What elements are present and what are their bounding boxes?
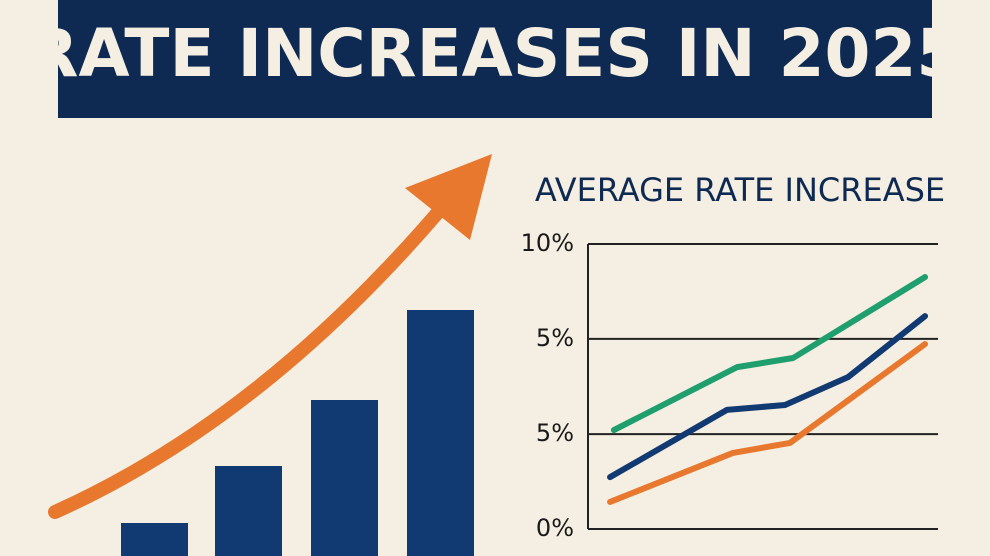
- y-tick-label: 0%: [536, 514, 574, 542]
- trend-arrow: [48, 203, 447, 519]
- line-series: [610, 274, 929, 434]
- line-series: [607, 341, 929, 505]
- bar: [311, 400, 378, 556]
- line-series: [607, 313, 929, 481]
- bar: [121, 523, 188, 556]
- line-chart-title: AVERAGE RATE INCREASE: [535, 171, 945, 209]
- main-title: RATE INCREASES IN 2025: [28, 15, 963, 92]
- bar: [407, 310, 474, 556]
- bar: [215, 466, 282, 556]
- title-banner: [58, 0, 932, 118]
- y-tick-label: 5%: [536, 419, 574, 447]
- arrow-head: [405, 154, 492, 240]
- y-tick-label: 5%: [536, 324, 574, 352]
- y-tick-label: 10%: [521, 229, 574, 257]
